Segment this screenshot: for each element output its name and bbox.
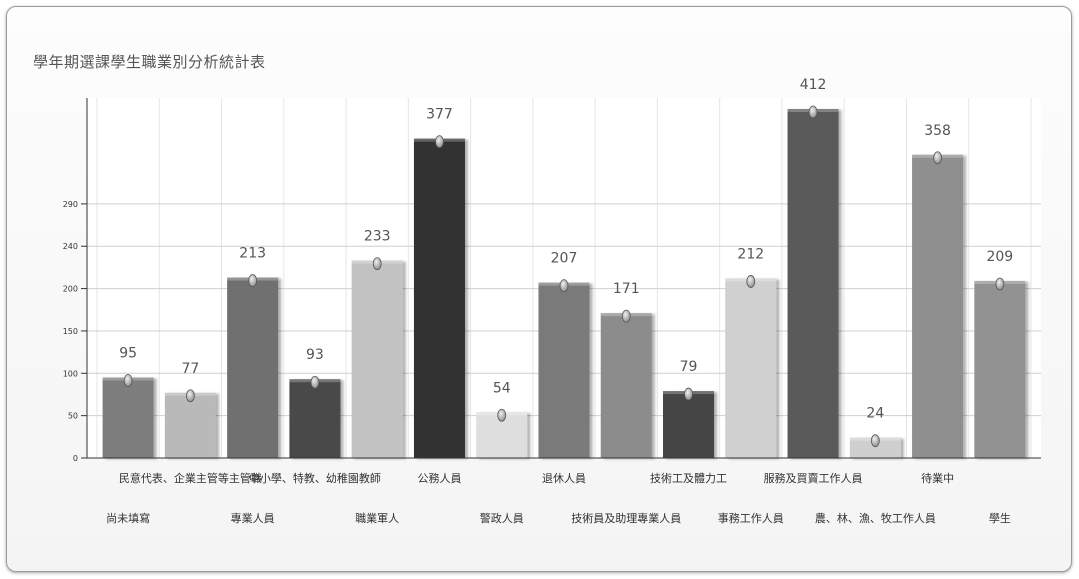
bar [413,138,465,459]
y-tick-label: 150 [63,327,78,336]
data-label: 93 [306,347,324,363]
data-label: 171 [613,281,640,297]
labels-layer: 0 50 100 150 200 240 290 95 尚未填寫 77 民意代表、企業主管等主管職 2… [63,77,1014,525]
x-tick-label: 農、林、漁、牧工作人員 [815,511,936,525]
y-tick-label: 100 [63,369,78,378]
bars-layer [102,105,1026,459]
data-label: 412 [800,77,827,93]
bar-marker [435,135,444,149]
data-label: 377 [426,107,453,123]
bar [600,313,652,458]
bar-marker [123,374,133,387]
x-tick-label: 中小學、特教、幼稚園教師 [249,471,381,485]
x-tick-label: 公務人員 [417,471,461,485]
bar [164,392,216,458]
bar-marker [684,387,693,401]
y-tick-label: 240 [63,242,78,251]
chart-title: 學年期選課學生職業別分析統計表 [33,53,266,71]
x-tick-label: 尚未填寫 [106,511,150,525]
bar [725,278,777,458]
bar-marker [870,434,880,448]
bar-marker [559,279,569,293]
bar-marker [497,408,507,422]
x-tick-label: 事務工作人員 [718,511,784,525]
bar-marker [933,151,942,165]
bar-marker [808,105,818,119]
data-label: 54 [493,380,511,396]
bar [289,379,341,458]
data-label: 79 [680,359,698,375]
x-tick-label: 學生 [989,511,1011,525]
y-tick-label: 50 [68,412,78,421]
axes-layer [81,98,1041,459]
data-label: 213 [239,246,266,262]
bar-marker [621,309,631,323]
x-tick-label: 職業軍人 [355,512,399,525]
data-label: 209 [986,249,1013,265]
x-tick-label: 技術工及體力工 [650,472,727,485]
data-label: 24 [866,406,884,422]
bar [227,277,279,458]
x-tick-label: 專業人員 [231,512,275,525]
data-label: 77 [181,361,199,377]
x-tick-label: 待業中 [921,471,954,485]
x-tick-label: 民意代表、企業主管等主管職 [119,471,262,485]
bar [849,437,901,458]
bar [912,154,964,459]
x-tick-label: 警政人員 [480,511,524,525]
y-tick-label: 290 [63,200,78,209]
data-label: 207 [551,251,578,267]
bar-marker [185,389,195,403]
y-tick-label: 0 [73,454,78,463]
bar [787,109,839,458]
data-label: 358 [924,123,951,139]
bar [974,280,1026,458]
bar-marker [248,274,258,287]
bar-marker [746,275,756,288]
x-tick-label: 服務及買賣工作人員 [764,471,863,485]
bar [351,260,403,458]
x-tick-label: 技術員及助理專業人員 [571,511,681,525]
x-tick-label: 退休人員 [542,472,586,485]
bar-marker [372,257,382,271]
bar [102,377,154,458]
bar-marker [995,277,1005,291]
data-label: 212 [737,246,764,262]
data-label: 233 [364,229,391,245]
bar-marker [310,375,320,389]
bar [663,391,715,458]
data-label: 95 [119,346,137,362]
y-tick-label: 200 [63,285,78,294]
bar [538,282,590,458]
